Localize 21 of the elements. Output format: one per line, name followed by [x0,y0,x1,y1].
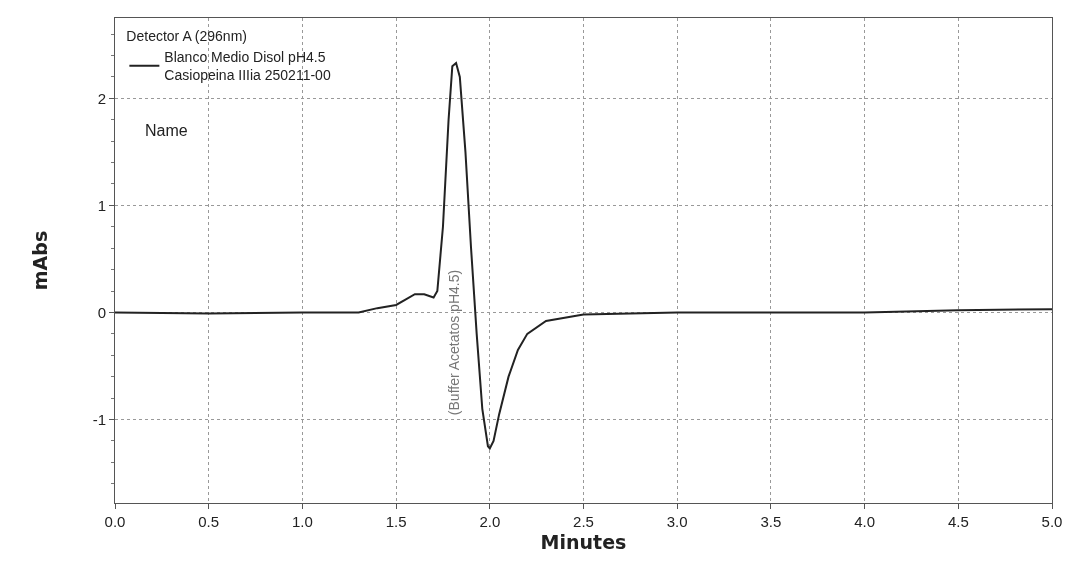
x-tick-label: 2.0 [479,513,501,530]
x-tick-label: 1.0 [291,513,313,530]
x-tick-label: 0.5 [198,513,220,530]
x-tick-label: 3.0 [666,513,688,530]
x-tick-label: 1.5 [385,513,407,530]
x-tick-label: 5.0 [1041,513,1063,530]
y-tick-label: 0 [97,303,106,321]
x-tick-label: 4.0 [854,513,876,530]
x-tick-label: 4.5 [947,513,969,530]
legend-label: Blanco Medio Disol pH4.5 Casiopeina IIIia 250211-00 [164,49,331,84]
legend-title: Detector A (296nm) [126,28,247,45]
annotation: Name [145,122,188,139]
y-tick-label: 2 [97,89,106,107]
annotation: (Buffer Acetatos pH4.5) [446,269,463,416]
x-tick-label: 2.5 [573,513,594,530]
x-axis-title: Minutes [540,530,627,553]
x-tick-label: 0.0 [104,513,126,530]
y-axis-title: mAbs [28,230,51,291]
x-tick-label: 3.5 [760,513,782,530]
y-tick-label: -1 [92,410,106,428]
y-tick-label: 1 [97,196,106,214]
